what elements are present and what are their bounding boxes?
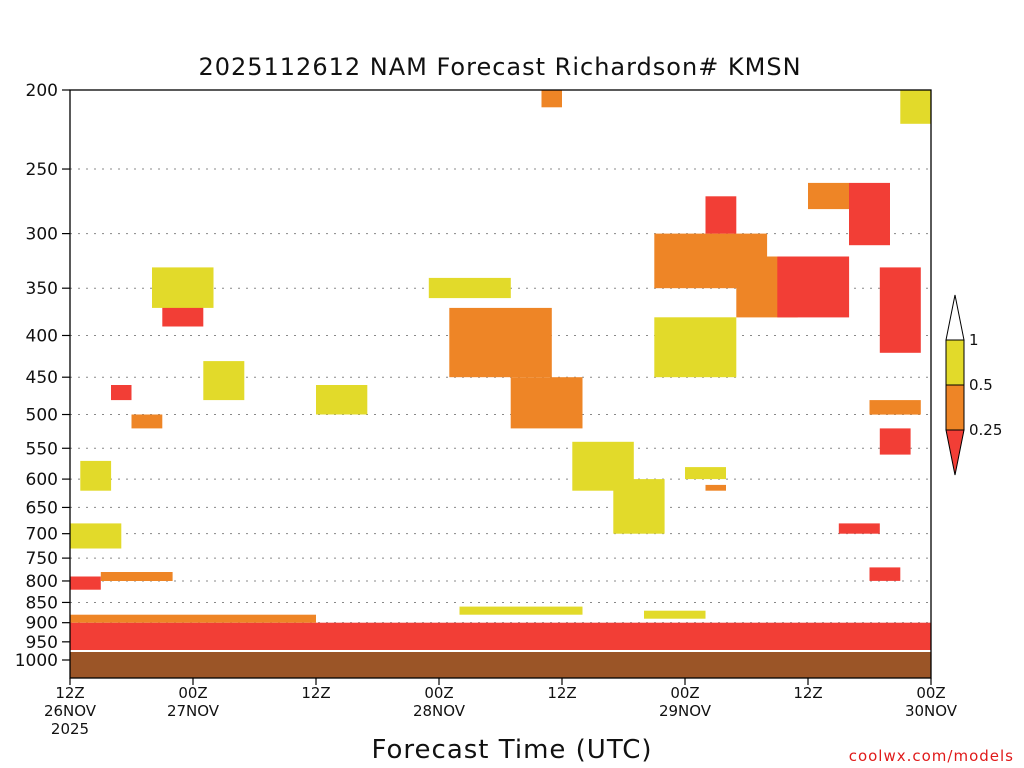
y-tick-label-600: 600: [26, 470, 58, 490]
ri-cell-27: [879, 428, 911, 455]
x-tick-label-4-0: 12Z: [547, 684, 576, 702]
legend-label-2: 0.25: [969, 421, 1002, 439]
ri-cell-6: [111, 385, 132, 401]
y-tick-label-950: 950: [26, 633, 58, 653]
ri-cell-30: [869, 567, 901, 581]
x-tick-label-5-1: 29NOV: [659, 702, 712, 720]
y-tick-label-350: 350: [26, 279, 58, 299]
y-tick-label-800: 800: [26, 572, 58, 592]
ri-cell-9: [152, 267, 214, 308]
ri-cell-31: [685, 467, 726, 480]
x-tick-label-0-0: 12Z: [55, 684, 84, 702]
ri-cell-11: [316, 385, 368, 415]
ri-cell-29: [838, 523, 880, 534]
y-tick-label-900: 900: [26, 614, 58, 634]
x-tick-label-7-0: 00Z: [916, 684, 945, 702]
ri-cell-24: [808, 182, 849, 210]
x-tick-label-0-1: 26NOV: [44, 702, 97, 720]
ri-cell-16: [613, 479, 665, 534]
ri-cell-26: [869, 400, 921, 415]
ri-cell-5: [70, 523, 122, 549]
x-axis-label: Forecast Time (UTC): [371, 735, 652, 765]
chart-title: 2025112612 NAM Forecast Richardson# KMSN: [198, 53, 801, 81]
ground-fill: [70, 651, 931, 678]
y-tick-label-400: 400: [26, 326, 58, 346]
x-tick-label-0-2: 2025: [51, 720, 89, 738]
legend-bin-1: [945, 339, 965, 386]
y-tick-label-450: 450: [26, 368, 58, 388]
x-tick-label-3-1: 28NOV: [413, 702, 466, 720]
ri-cell-20: [705, 196, 737, 234]
ri-cell-23: [849, 182, 890, 246]
x-tick-label-1-1: 27NOV: [167, 702, 220, 720]
legend-label-0: 1: [969, 331, 979, 349]
colorbar-legend: 1 0.5 0.25: [945, 294, 1002, 476]
y-tick-label-550: 550: [26, 439, 58, 459]
x-tick-label-6-0: 12Z: [793, 684, 822, 702]
ri-cell-17: [541, 90, 562, 108]
ri-cell-22: [777, 256, 850, 318]
ri-cell-14: [510, 377, 583, 429]
x-tick-label-1-0: 00Z: [178, 684, 207, 702]
x-tick-label-2-0: 12Z: [301, 684, 330, 702]
y-tick-label-500: 500: [26, 406, 58, 426]
y-tick-label-200: 200: [26, 81, 58, 101]
ri-cell-28: [900, 90, 931, 124]
y-tick-label-300: 300: [26, 225, 58, 245]
y-tick-label-700: 700: [26, 525, 58, 545]
ri-cell-3: [100, 572, 173, 581]
ri-cell-18: [654, 317, 737, 378]
y-axis: 200 250 300 350 400 450 500 550 600 650 700 750 8008…: [15, 81, 70, 671]
ri-cell-0: [70, 622, 931, 651]
ri-cell-13: [449, 307, 552, 378]
x-tick-label-7-1: 30NOV: [905, 702, 958, 720]
ri-cell-32: [705, 484, 726, 491]
y-tick-label-1000: 1000: [15, 651, 58, 671]
ri-cell-33: [459, 606, 583, 615]
ri-cell-1: [70, 614, 316, 623]
ri-cell-12: [428, 277, 511, 299]
y-tick-label-850: 850: [26, 593, 58, 613]
legend-bin-3: [945, 429, 965, 476]
y-tick-label-750: 750: [26, 549, 58, 569]
ri-cell-7: [131, 414, 163, 429]
plot-frame: [69, 89, 932, 679]
x-tick-label-3-0: 00Z: [424, 684, 453, 702]
ground-layer: [70, 650, 931, 678]
credit-text[interactable]: coolwx.com/models: [849, 747, 1014, 765]
ri-cell-10: [203, 361, 245, 401]
ri-cell-34: [644, 610, 706, 619]
legend-bin-2: [945, 384, 965, 431]
ri-cell-2: [70, 576, 101, 590]
y-tick-label-650: 650: [26, 498, 58, 518]
legend-bin-0: [945, 294, 965, 341]
plot-area: [70, 90, 931, 678]
x-tick-label-5-0: 00Z: [670, 684, 699, 702]
y-tick-label-250: 250: [26, 160, 58, 180]
ri-cell-25: [879, 267, 921, 353]
ri-cell-4: [80, 460, 112, 491]
richardson-cells: [70, 90, 931, 651]
legend-label-1: 0.5: [969, 376, 993, 394]
